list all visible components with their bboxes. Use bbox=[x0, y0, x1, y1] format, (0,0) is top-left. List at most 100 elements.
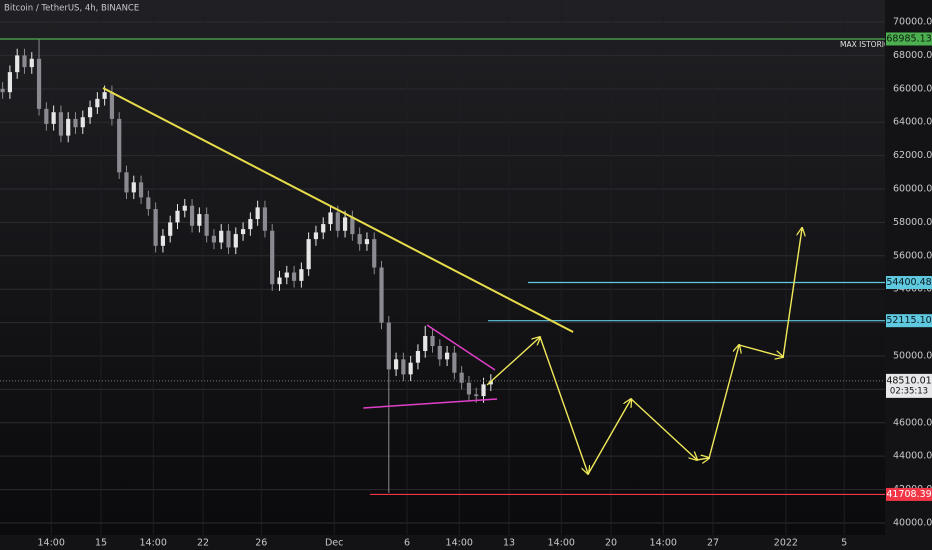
x-tick-label: 14:00 bbox=[548, 538, 575, 549]
candle-body bbox=[488, 380, 493, 385]
y-tick-label: 70000.00 bbox=[893, 17, 932, 28]
candle-body bbox=[321, 224, 326, 233]
price-tag-label: 54400.48 bbox=[886, 277, 931, 288]
trendline bbox=[102, 87, 574, 333]
candle-body bbox=[262, 207, 268, 231]
candle-body bbox=[233, 234, 238, 248]
trendline bbox=[426, 324, 496, 371]
candle-body bbox=[335, 212, 340, 231]
x-tick-label: 14:00 bbox=[140, 538, 167, 549]
candle-body bbox=[22, 55, 27, 68]
candle-body bbox=[284, 272, 289, 278]
price-tag bbox=[886, 276, 932, 290]
candle-body bbox=[153, 209, 158, 246]
candle-body bbox=[350, 217, 355, 235]
candle-body bbox=[408, 362, 413, 375]
chart-title: Bitcoin / TetherUS, 4h, BINANCE bbox=[4, 4, 139, 14]
y-tick-label: 40000.00 bbox=[893, 517, 932, 528]
candle-body bbox=[66, 118, 71, 136]
candle-body bbox=[415, 350, 421, 363]
candle-body bbox=[36, 58, 42, 109]
candle-body bbox=[364, 239, 370, 245]
projection-arrow bbox=[738, 344, 783, 357]
candle-body bbox=[44, 108, 49, 124]
projection-arrow bbox=[486, 337, 540, 386]
projection-arrow bbox=[587, 399, 631, 475]
price-tag bbox=[886, 487, 932, 501]
trendline bbox=[363, 398, 498, 409]
candle-body bbox=[277, 277, 282, 285]
x-tick-label: 27 bbox=[707, 538, 719, 549]
candle-body bbox=[379, 267, 384, 323]
price-tag-label: 68985.13 bbox=[886, 33, 931, 44]
candle-body bbox=[7, 72, 13, 93]
candle-body bbox=[197, 214, 202, 226]
y-tick-label: 62000.00 bbox=[893, 150, 932, 161]
candle-body bbox=[444, 352, 450, 360]
time-axis bbox=[0, 535, 932, 550]
candle-body bbox=[182, 205, 187, 211]
candle-body bbox=[117, 118, 122, 173]
candle-body bbox=[255, 207, 260, 220]
candle-body bbox=[80, 117, 85, 128]
price-axis bbox=[885, 0, 932, 550]
x-tick-label: 20 bbox=[605, 538, 617, 549]
candle-body bbox=[372, 239, 377, 268]
candle-body bbox=[51, 112, 56, 124]
candle-body bbox=[0, 88, 5, 93]
projection-arrow bbox=[539, 336, 588, 474]
last-price-tag bbox=[886, 373, 932, 398]
x-tick-label: 14:00 bbox=[650, 538, 677, 549]
candle-body bbox=[299, 269, 304, 281]
y-tick-label: 54000.00 bbox=[893, 284, 932, 295]
price-tag-label: 41708.39 bbox=[886, 489, 931, 500]
candle-body bbox=[189, 205, 195, 226]
last-price-label: 48510.01 bbox=[886, 375, 931, 386]
candle-body bbox=[386, 322, 391, 370]
candle-body bbox=[291, 272, 297, 281]
y-tick-label: 64000.00 bbox=[893, 117, 932, 128]
x-tick-label: Dec bbox=[325, 538, 343, 549]
y-tick-label: 66000.00 bbox=[893, 83, 932, 94]
candle-body bbox=[306, 239, 311, 270]
candle-body bbox=[87, 107, 93, 118]
candle-body bbox=[313, 232, 319, 240]
candle-body bbox=[459, 372, 464, 383]
projection-arrow bbox=[708, 345, 739, 459]
candle-body bbox=[138, 182, 144, 198]
candle-body bbox=[240, 229, 246, 235]
candle-body bbox=[452, 352, 457, 373]
candle-body bbox=[270, 230, 275, 285]
candle-body bbox=[146, 197, 151, 210]
candle-body bbox=[211, 235, 217, 243]
candle-body bbox=[357, 234, 362, 245]
projection-arrow bbox=[697, 458, 709, 460]
price-tag bbox=[886, 314, 932, 328]
price-tag bbox=[886, 32, 932, 46]
x-tick-label: 15 bbox=[95, 538, 107, 549]
candle-body bbox=[131, 182, 136, 193]
candle-body bbox=[29, 58, 34, 68]
y-tick-label: 56000.00 bbox=[893, 250, 932, 261]
x-tick-label: 22 bbox=[197, 538, 209, 549]
candle-body bbox=[58, 112, 64, 136]
candle-body bbox=[102, 92, 107, 99]
projection-arrow bbox=[630, 398, 697, 460]
candle-body bbox=[160, 235, 166, 246]
candle-body bbox=[481, 384, 486, 397]
x-tick-label: 13 bbox=[503, 538, 515, 549]
candle-body bbox=[437, 345, 442, 360]
candle-body bbox=[204, 214, 209, 236]
candle-body bbox=[219, 230, 224, 243]
y-tick-label: 58000.00 bbox=[893, 217, 932, 228]
candle-body bbox=[474, 394, 479, 397]
y-tick-label: 44000.00 bbox=[893, 451, 932, 462]
candle-body bbox=[168, 222, 173, 236]
y-tick-label: 50000.00 bbox=[893, 350, 932, 361]
x-tick-label: 26 bbox=[255, 538, 267, 549]
x-tick-label: 6 bbox=[404, 538, 410, 549]
projection-arrow bbox=[782, 228, 802, 358]
y-tick-label: 60000.00 bbox=[893, 184, 932, 195]
